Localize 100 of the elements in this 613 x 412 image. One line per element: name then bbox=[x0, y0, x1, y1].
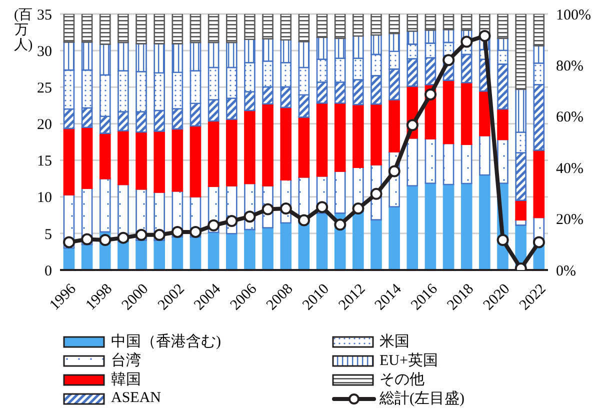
bar bbox=[208, 232, 220, 270]
point bbox=[406, 119, 418, 132]
bar bbox=[406, 138, 418, 186]
bar bbox=[388, 99, 400, 152]
bar bbox=[334, 170, 346, 214]
bar bbox=[316, 212, 328, 270]
legend-label: その他 bbox=[380, 371, 424, 389]
y-tick-label: 35 bbox=[37, 7, 52, 24]
y-tick-label: 0 bbox=[44, 263, 52, 280]
bar bbox=[460, 82, 472, 145]
bar bbox=[442, 80, 454, 144]
y-tick-label: 10 bbox=[37, 190, 52, 206]
bar bbox=[63, 128, 75, 196]
bar bbox=[280, 222, 292, 270]
point bbox=[424, 88, 437, 100]
point bbox=[117, 232, 130, 244]
bar bbox=[406, 185, 418, 270]
bar bbox=[280, 106, 292, 181]
point bbox=[171, 226, 184, 238]
y2-tick-label: 80% bbox=[556, 58, 584, 75]
bar bbox=[442, 142, 454, 186]
bar bbox=[370, 103, 382, 166]
bar bbox=[262, 103, 274, 186]
bar bbox=[136, 240, 147, 270]
bar bbox=[460, 14, 472, 31]
bar bbox=[515, 200, 526, 220]
point bbox=[262, 203, 274, 216]
point bbox=[298, 214, 310, 226]
y-tick-label: 15 bbox=[37, 154, 52, 170]
bar bbox=[154, 240, 165, 270]
bar bbox=[262, 14, 274, 40]
point bbox=[388, 165, 400, 178]
bar bbox=[99, 132, 111, 180]
bar bbox=[154, 14, 165, 44]
point bbox=[190, 226, 202, 238]
y-tick-label: 25 bbox=[37, 80, 52, 96]
bar bbox=[479, 90, 490, 136]
bar bbox=[154, 130, 165, 193]
legend-label: 総計(左目盛) bbox=[380, 390, 464, 408]
bar bbox=[298, 116, 310, 178]
point bbox=[63, 236, 76, 248]
point bbox=[478, 30, 491, 42]
bar bbox=[533, 150, 545, 218]
point bbox=[135, 228, 148, 241]
bar bbox=[99, 14, 111, 45]
bar bbox=[424, 138, 436, 184]
bar bbox=[334, 102, 346, 172]
point bbox=[244, 210, 256, 223]
bar bbox=[262, 227, 274, 270]
y-axis-title: (百万人) bbox=[14, 8, 33, 53]
bar bbox=[208, 120, 220, 187]
bar bbox=[244, 228, 256, 270]
bar bbox=[172, 128, 184, 192]
bar bbox=[136, 14, 147, 44]
bar bbox=[497, 108, 508, 140]
point bbox=[334, 218, 346, 231]
bar bbox=[172, 236, 184, 270]
y2-tick-label: 60% bbox=[556, 110, 584, 126]
bar bbox=[190, 236, 202, 270]
y2-tick-label: 40% bbox=[556, 160, 584, 177]
bar bbox=[460, 182, 472, 270]
y2-tick-label: 20% bbox=[556, 212, 584, 228]
legend-label: 中国（香港含む) bbox=[111, 332, 221, 351]
bar bbox=[479, 134, 490, 176]
bar bbox=[244, 110, 256, 184]
bar bbox=[63, 14, 75, 43]
bar bbox=[298, 14, 310, 42]
point bbox=[442, 54, 455, 66]
legend-label: EU+英国 bbox=[380, 352, 438, 370]
bar bbox=[81, 14, 93, 43]
bar bbox=[424, 182, 436, 270]
bar bbox=[424, 14, 436, 31]
bar bbox=[388, 206, 400, 270]
y2-tick-label: 100% bbox=[556, 7, 591, 24]
bar bbox=[388, 14, 400, 34]
bar bbox=[497, 138, 508, 184]
bar bbox=[352, 104, 364, 168]
y-tick-label: 30 bbox=[37, 44, 52, 60]
bar bbox=[316, 14, 328, 38]
bar bbox=[208, 14, 220, 44]
y2-tick-label: 0% bbox=[556, 263, 576, 280]
bar bbox=[118, 240, 129, 270]
point bbox=[81, 233, 94, 246]
point bbox=[496, 234, 509, 246]
bar bbox=[497, 14, 508, 39]
bar bbox=[280, 14, 292, 41]
bar bbox=[352, 210, 364, 270]
legend-label: 米国 bbox=[380, 332, 410, 351]
bar bbox=[81, 126, 93, 189]
bar bbox=[442, 184, 454, 270]
bar bbox=[515, 14, 526, 90]
bar bbox=[172, 14, 184, 44]
bar bbox=[334, 14, 346, 39]
bar bbox=[226, 14, 238, 44]
bar bbox=[406, 14, 418, 32]
point bbox=[153, 228, 166, 241]
point bbox=[316, 201, 328, 214]
point bbox=[99, 234, 112, 246]
point bbox=[352, 202, 364, 215]
bar bbox=[370, 14, 382, 36]
